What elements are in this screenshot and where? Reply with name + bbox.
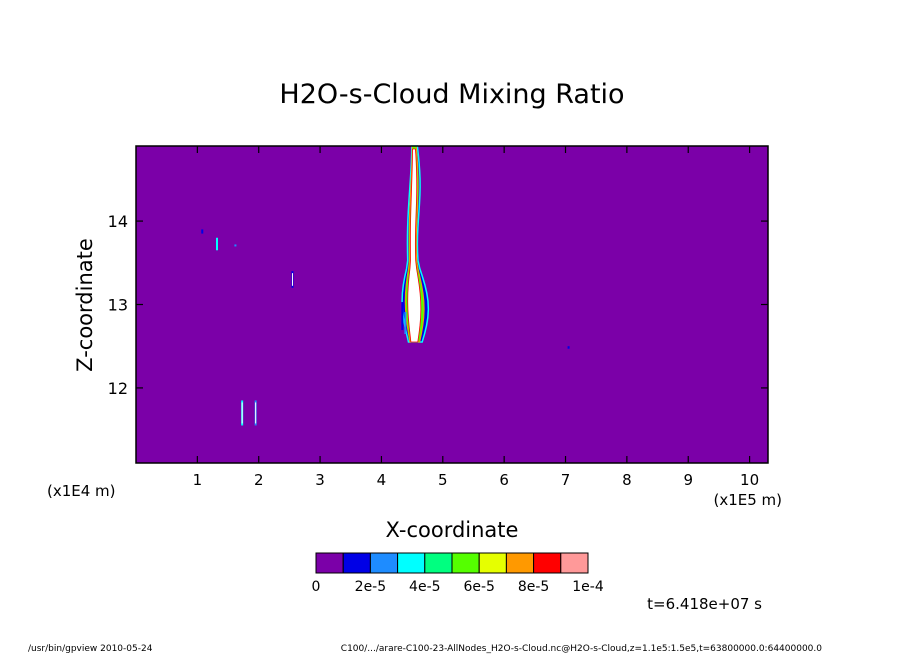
y-axis-label: Z-coordinate [73,238,97,372]
plot-area [135,145,769,464]
colorbar-swatch [533,552,562,574]
x-tick-label: 1 [193,471,203,489]
x-tick-label: 4 [377,471,387,489]
x-tick-label: 10 [740,471,759,489]
plot-background [136,146,768,463]
x-tick-label: 5 [438,471,448,489]
cloud-streak-core [241,402,243,424]
footer-left: /usr/bin/gpview 2010-05-24 [28,644,153,654]
y-axis-ticks: 12 13 14 [108,212,768,398]
colorbar-swatch [397,552,426,574]
colorbar-swatch [369,552,399,574]
colorbar-label: 1e-4 [572,579,604,595]
x-tick-label: 7 [561,471,571,489]
colorbar-swatch [560,552,589,574]
y-tick-label: 12 [108,379,128,398]
cloud-streak-core [255,402,257,424]
y-tick-label: 13 [108,296,128,315]
cloud-wisp [401,302,404,331]
x-tick-label: 8 [622,471,632,489]
colorbar-labels: 0 2e-5 4e-5 6e-5 8e-5 1e-4 [312,579,604,595]
x-axis-ticks: 1 2 3 4 5 6 7 8 9 10 [193,146,759,489]
y-axis-unit: (x1E4 m) [47,482,116,500]
x-axis-unit: (x1E5 m) [713,491,782,509]
footer-right: C100/.../arare-C100-23-AllNodes_H2O-s-Cl… [341,644,822,654]
colorbar-label: 0 [312,579,321,595]
time-label: t=6.418e+07 s [647,595,762,613]
colorbar-swatch [315,552,344,574]
features-layer [201,145,570,426]
colorbar-label: 4e-5 [409,579,440,595]
y-tick-label: 14 [108,212,128,231]
colorbar-swatch [342,552,371,574]
x-tick-label: 3 [315,471,325,489]
colorbar-swatch [505,552,535,574]
colorbar-swatch [424,552,453,574]
colorbar-label: 6e-5 [463,579,494,595]
cloud-plume-core [407,148,422,343]
x-tick-label: 2 [254,471,264,489]
colorbar-swatch [478,552,507,574]
x-tick-label: 6 [499,471,509,489]
colorbar [315,552,589,574]
cloud-streak [201,229,204,234]
colorbar-label: 2e-5 [355,579,386,595]
x-axis-label: X-coordinate [386,518,519,542]
chart-title: H2O-s-Cloud Mixing Ratio [279,79,624,110]
cloud-streak-core [291,273,293,286]
cloud-streak [567,346,570,349]
x-tick-label: 9 [683,471,693,489]
colorbar-label: 8e-5 [518,579,549,595]
cloud-streak [234,244,237,247]
cloud-wisp [404,312,407,335]
cloud-streak [215,237,218,251]
colorbar-swatch [451,552,480,574]
